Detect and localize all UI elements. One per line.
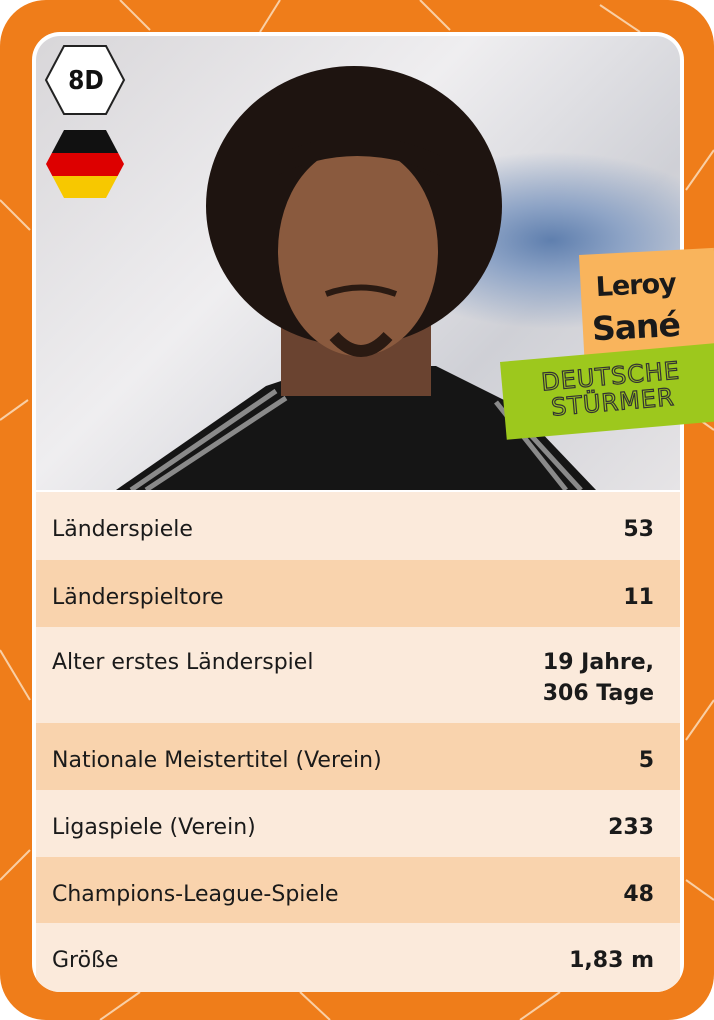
stat-label: Ligaspiele (Verein) [52,815,256,840]
stat-row[interactable]: Alter erstes Länderspiel 19 Jahre, 306 Tag… [36,627,680,723]
stat-value: 11 [623,585,654,610]
stat-label: Länderspieltore [52,585,224,610]
stat-row[interactable]: Nationale Meistertitel (Verein) 5 [36,723,680,790]
stat-row[interactable]: Ligaspiele (Verein) 233 [36,790,680,857]
stat-value: 19 Jahre, 306 Tage [543,647,654,709]
stat-label: Nationale Meistertitel (Verein) [52,748,382,773]
stat-value-line1: 19 Jahre, [542,650,654,675]
germany-flag-icon [46,130,124,198]
stat-label: Länderspiele [52,517,193,542]
stat-value: 233 [608,815,654,840]
stats-table: Länderspiele 53 Länderspieltore 11 Alter e… [36,492,680,992]
card-code-hexagon [44,45,126,115]
stat-label: Größe [52,948,119,973]
stat-value: 53 [623,517,654,542]
stat-value: 5 [638,748,654,773]
stat-label: Champions-League-Spiele [52,882,339,907]
card-inner: 8D Länderspiele 53 Länderspieltore 11 Alte… [32,32,684,992]
stat-label: Alter erstes Länderspiel [52,650,314,675]
stat-row[interactable]: Größe 1,83 m [36,923,680,992]
player-last-name: Sané [590,304,681,349]
stat-row[interactable]: Champions-League-Spiele 48 [36,857,680,923]
stat-value: 48 [623,882,654,907]
player-first-name: Leroy [594,268,677,304]
card-code: 8D [68,66,104,96]
stat-value-line2: 306 Tage [542,681,654,706]
stat-value: 1,83 m [569,948,654,973]
badge [44,45,126,198]
stat-row[interactable]: Länderspiele 53 [36,492,680,560]
stat-row[interactable]: Länderspieltore 11 [36,560,680,627]
